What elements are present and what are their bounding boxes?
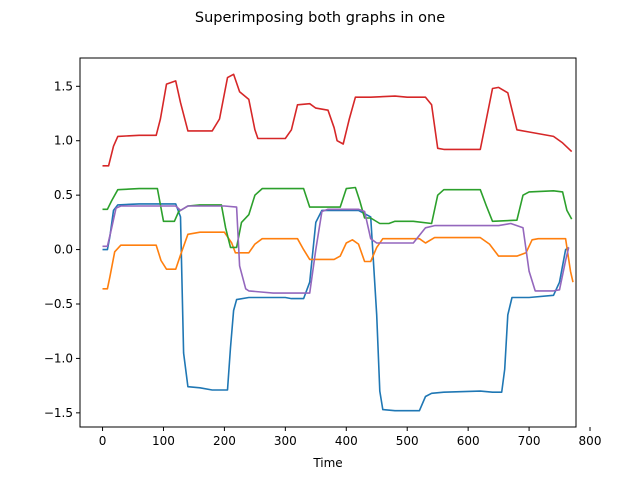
series-line-4 [102, 205, 570, 294]
y-tick-label: −1.5 [44, 406, 73, 420]
series-layer [102, 73, 574, 412]
y-tick-label: 1.5 [54, 79, 73, 93]
y-tick-label: −0.5 [44, 297, 73, 311]
x-tick-label: 600 [457, 434, 480, 448]
y-tick-label: 1.0 [54, 134, 73, 148]
x-tick-label: 700 [518, 434, 541, 448]
x-tick-label: 300 [274, 434, 297, 448]
series-line-1 [102, 231, 574, 290]
x-axis: 0 100 200 300 400 500 600 700 800 [99, 427, 602, 448]
series-line-0 [102, 203, 570, 412]
x-tick-label: 100 [152, 434, 175, 448]
x-tick-label: 0 [99, 434, 107, 448]
x-tick-label: 200 [213, 434, 236, 448]
y-tick-label: 0.0 [54, 243, 73, 257]
x-axis-label: Time [312, 456, 342, 470]
x-tick-label: 400 [335, 434, 358, 448]
y-tick-label: 0.5 [54, 188, 73, 202]
chart-title: Superimposing both graphs in one [195, 10, 445, 26]
series-line-3 [102, 73, 573, 167]
series-line-2 [102, 186, 573, 249]
plot-area-frame [79, 57, 577, 428]
y-axis: −1.5 −1.0 −0.5 0.0 0.5 1.0 1.5 [44, 79, 80, 420]
x-tick-label: 800 [579, 434, 602, 448]
y-tick-label: −1.0 [44, 351, 73, 365]
x-tick-label: 500 [396, 434, 419, 448]
